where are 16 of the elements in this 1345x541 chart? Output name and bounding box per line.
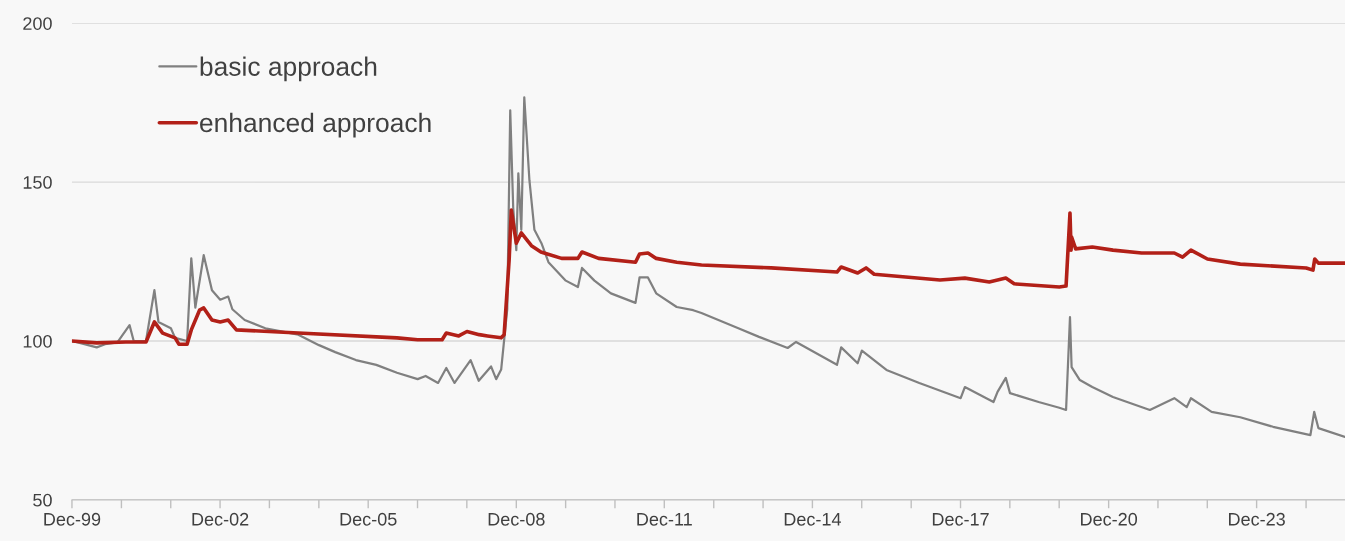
x-tick-label: Dec-17 (932, 513, 989, 526)
x-tick-label: Dec-20 (1081, 512, 1138, 526)
x-tick-label: Dec-08 (488, 512, 545, 526)
y-tick-label: 100 (23, 334, 52, 348)
y-tick-label: 150 (23, 176, 52, 189)
x-tick-label: Dec-02 (192, 512, 249, 526)
y-tick-label: 200 (23, 17, 52, 30)
line-series (71, 208, 1345, 346)
y-tick-label: 50 (33, 493, 52, 507)
x-tick-label: Dec-14 (784, 513, 841, 526)
x-tick-label: Dec-23 (1229, 512, 1285, 526)
x-tick-label: Dec-11 (637, 513, 692, 526)
x-tick-label: Dec-99 (44, 512, 101, 526)
x-tick-label: Dec-05 (340, 512, 397, 526)
legend-label: enhanced approach (200, 112, 431, 138)
legend-label: basic approach (200, 56, 377, 82)
